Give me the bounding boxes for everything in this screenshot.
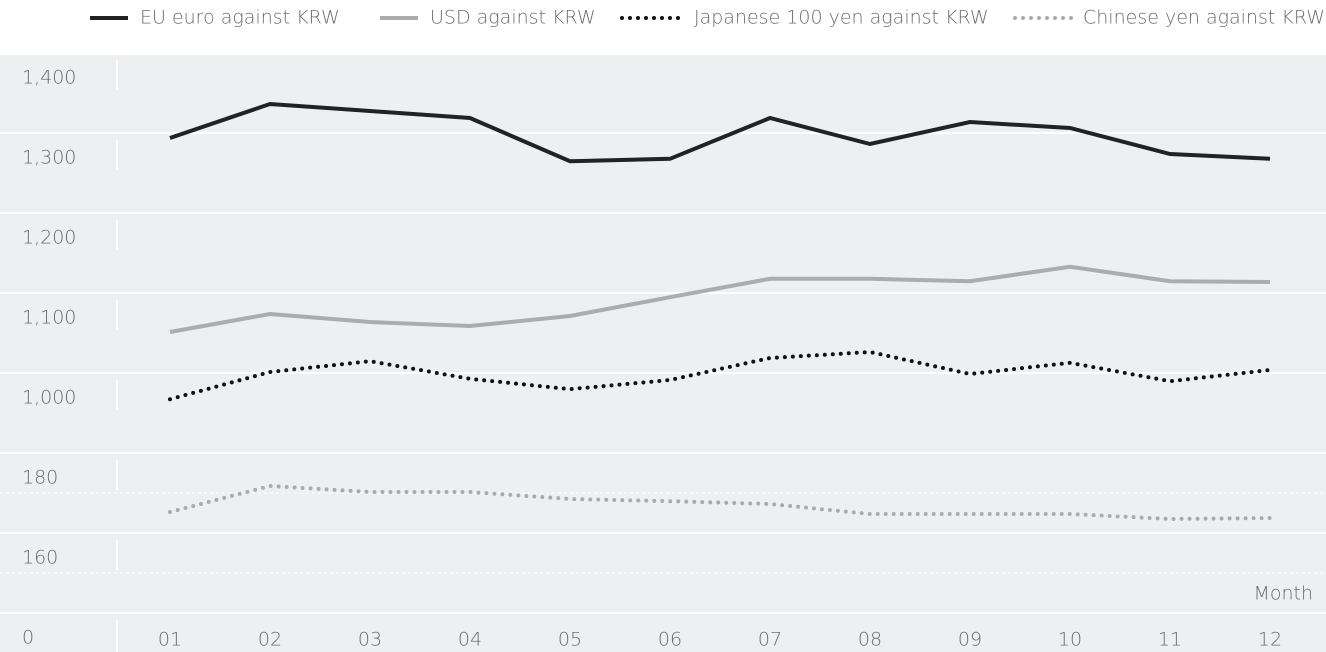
series-line xyxy=(169,264,1271,334)
x-tick-label: 08 xyxy=(858,629,882,651)
x-tick-label: 07 xyxy=(758,629,782,651)
y-tick-label: 1,300 xyxy=(22,147,76,169)
x-axis-label: Month xyxy=(1253,583,1313,605)
x-tick-label: 10 xyxy=(1058,629,1082,651)
plot-background xyxy=(0,55,1326,652)
y-tick-label: 1,100 xyxy=(22,307,76,329)
y-tick-label: 1,400 xyxy=(22,67,76,89)
legend-label: Chinese yen against KRW xyxy=(1083,7,1325,29)
x-tick-label: 02 xyxy=(258,629,282,651)
y-tick-label: 180 xyxy=(22,467,58,489)
series-line xyxy=(169,101,1271,164)
y-tick-label: 1,000 xyxy=(22,387,76,409)
legend-label: USD against KRW xyxy=(430,7,596,29)
x-tick-label: 03 xyxy=(358,629,382,651)
legend-label: EU euro against KRW xyxy=(140,7,340,29)
x-tick-label: 11 xyxy=(1158,629,1182,651)
y-tick-label: 160 xyxy=(22,547,58,569)
series-line xyxy=(168,349,1272,402)
x-tick-label: 06 xyxy=(658,629,682,651)
x-tick-label: 05 xyxy=(558,629,582,651)
legend-label: Japanese 100 yen against KRW xyxy=(694,7,989,29)
y-tick-label: 0 xyxy=(22,627,34,649)
x-tick-label: 09 xyxy=(958,629,982,651)
y-tick-label: 1,200 xyxy=(22,227,76,249)
series-line xyxy=(168,483,1272,522)
x-tick-label: 12 xyxy=(1258,629,1282,651)
x-tick-label: 01 xyxy=(158,629,182,651)
x-tick-label: 04 xyxy=(458,629,482,651)
